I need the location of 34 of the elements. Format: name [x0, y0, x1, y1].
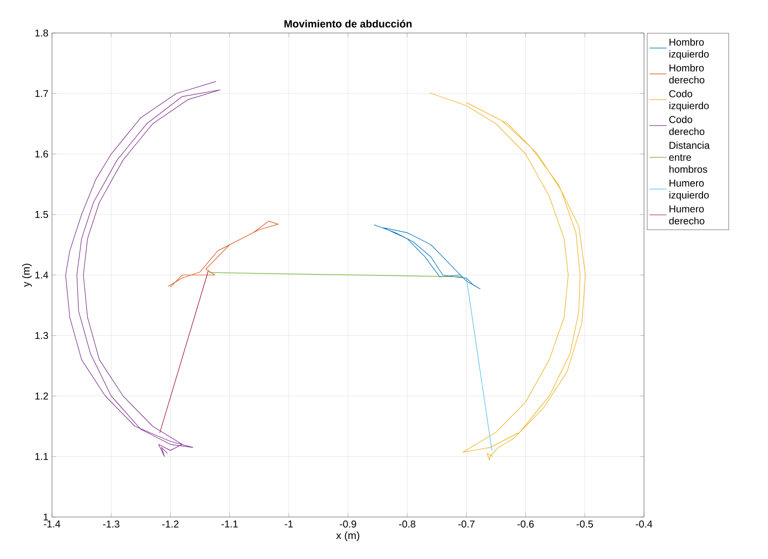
y-tick-label: 1.5: [35, 211, 48, 218]
y-tick-label: 1.4: [35, 272, 48, 278]
y-tick-label: 1.7: [35, 90, 48, 97]
x-tick-label: -0.8: [399, 520, 416, 528]
y-tick-label: 1.3: [35, 332, 48, 340]
y-tick-label: 1.2: [35, 392, 48, 400]
legend-label: Hombro izquierdo: [669, 38, 709, 60]
y-axis-title: y (m): [22, 264, 32, 287]
x-tick-label: -1: [284, 520, 293, 528]
x-tick-label: -1.3: [103, 520, 120, 528]
x-tick-label: -0.4: [636, 520, 652, 528]
legend-label: Codo izquierdo: [669, 90, 709, 112]
legend-label: Humero izquierdo: [669, 180, 709, 201]
y-tick-label: 1.1: [35, 453, 48, 460]
x-tick-label: -0.9: [340, 520, 356, 528]
x-tick-label: -1.1: [221, 520, 238, 528]
x-tick-label: -0.5: [576, 520, 593, 528]
y-tick-label: 1: [44, 514, 48, 520]
legend-label: Humero derecho: [669, 205, 704, 224]
x-tick-label: -1.4: [44, 520, 60, 528]
y-tick-label: 1.8: [35, 29, 48, 37]
legend-label: Distancia entre hombros: [669, 142, 710, 173]
y-tick-label: 1.6: [35, 150, 48, 158]
line-series: [429, 92, 586, 460]
legend-label: Codo derecho: [669, 116, 704, 136]
x-tick-label: -1.2: [162, 520, 178, 528]
x-tick-label: -0.7: [458, 520, 474, 528]
x-tick-label: -0.6: [517, 520, 534, 528]
legend-label: Hombro derecho: [669, 64, 704, 84]
chart-title: Movimiento de abducción: [284, 20, 412, 28]
line-series: [374, 224, 480, 290]
line-series: [168, 220, 278, 288]
x-axis-title: x (m): [336, 531, 360, 542]
line-series: [65, 81, 220, 457]
